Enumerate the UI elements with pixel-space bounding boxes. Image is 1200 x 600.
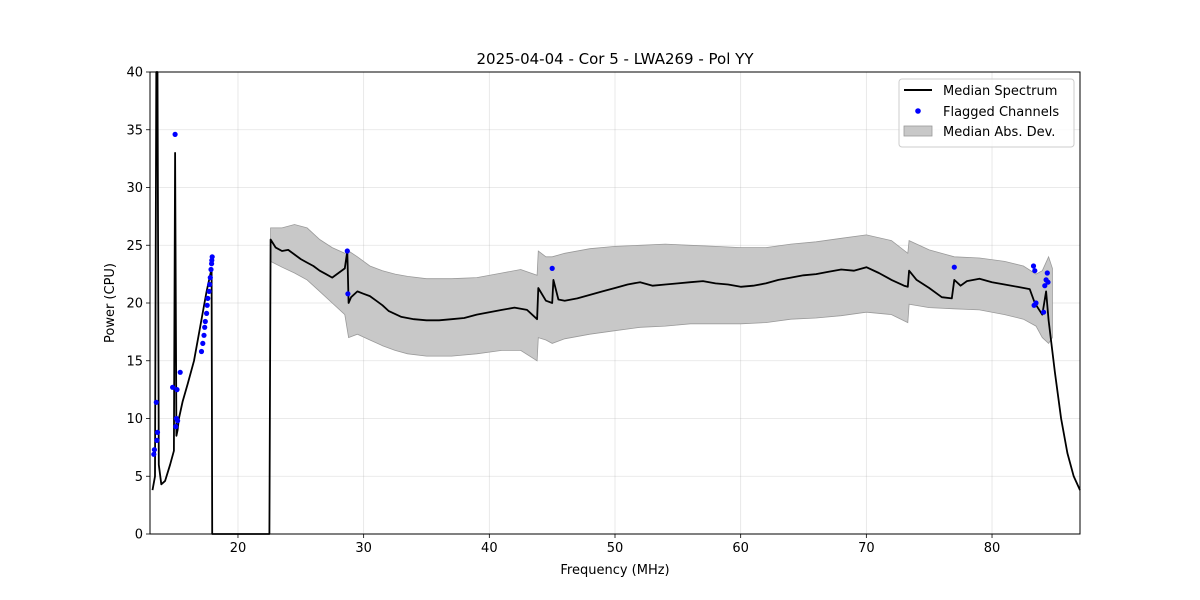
flagged-channel-point xyxy=(549,265,555,271)
flagged-channel-point xyxy=(345,291,351,297)
flagged-channel-point xyxy=(204,310,210,316)
flagged-channel-point xyxy=(154,429,161,435)
median-spectrum-layer xyxy=(151,71,1081,535)
flagged-channel-point xyxy=(951,264,957,270)
flagged-channel-point xyxy=(175,418,181,424)
legend-box xyxy=(898,78,1075,148)
flagged-channel-point xyxy=(207,275,213,281)
flagged-channel-point xyxy=(202,318,208,325)
legend-dot-swatch xyxy=(915,108,921,114)
flagged-channel-point xyxy=(207,281,213,288)
y-tick-label: 30 xyxy=(126,181,143,196)
legend-flagged-channels: Flagged Channels xyxy=(943,105,1059,120)
x-tick-label: 30 xyxy=(355,541,372,556)
flagged-channel-point xyxy=(200,340,206,346)
flagged-channel-point xyxy=(177,369,183,375)
median-spectrum-line xyxy=(151,71,1081,535)
flagged-channel-point xyxy=(202,324,208,330)
flagged-channel-point xyxy=(198,348,205,355)
flagged-channel-point xyxy=(172,131,178,137)
mad-band-layer xyxy=(270,224,1053,362)
flagged-channel-point xyxy=(201,332,207,338)
flagged-channel-point xyxy=(154,437,160,443)
flagged-channel-point xyxy=(204,302,210,308)
y-tick-label: 15 xyxy=(126,354,143,369)
y-tick-label: 35 xyxy=(126,123,143,138)
flagged-channel-point xyxy=(205,295,211,301)
flagged-channel-point xyxy=(1041,309,1047,315)
mad-band xyxy=(270,224,1053,362)
y-tick-label: 10 xyxy=(126,412,143,427)
x-tick-label: 20 xyxy=(230,541,247,556)
flagged-channel-point xyxy=(1045,279,1051,285)
y-axis-label: Power (CPU) xyxy=(103,263,118,343)
x-tick-label: 50 xyxy=(607,541,624,556)
y-tick-label: 0 xyxy=(135,528,143,543)
flagged-channel-point xyxy=(174,387,180,393)
flagged-channel-point xyxy=(1044,270,1050,276)
flagged-channel-point xyxy=(170,384,176,390)
legend-band-swatch xyxy=(903,125,933,137)
x-axis-label: Frequency (MHz) xyxy=(560,563,669,578)
flagged-channel-point xyxy=(1031,302,1037,308)
x-tick-label: 60 xyxy=(732,541,749,556)
flagged-channels-layer xyxy=(151,131,1051,457)
flagged-channel-point xyxy=(151,451,157,457)
flagged-channel-point xyxy=(1030,263,1037,269)
flagged-channel-point xyxy=(206,288,212,294)
chart-title: 2025-04-04 - Cor 5 - LWA269 - Pol YY xyxy=(477,50,755,68)
axes: 20 30 40 50 60 70 80 0 5 10 15 20 25 30 35 40 xyxy=(126,66,1000,557)
flagged-channel-point xyxy=(153,399,159,405)
flagged-channel-point xyxy=(209,254,215,260)
y-tick-label: 20 xyxy=(126,297,143,312)
flagged-channel-point xyxy=(1042,283,1048,289)
x-tick-label: 70 xyxy=(858,541,875,556)
y-tick-label: 40 xyxy=(126,66,143,81)
y-tick-label: 25 xyxy=(126,239,143,254)
flagged-channel-point xyxy=(344,248,350,254)
flagged-channel-point xyxy=(208,266,214,273)
x-tick-label: 80 xyxy=(984,541,1001,556)
y-tick-label: 5 xyxy=(135,470,143,485)
legend-median-abs-dev: Median Abs. Dev. xyxy=(943,125,1055,140)
x-tick-label: 40 xyxy=(481,541,498,556)
flagged-channel-point xyxy=(151,447,157,453)
flagged-channel-point xyxy=(173,424,179,430)
flagged-channel-point xyxy=(1032,268,1038,274)
legend-median-spectrum: Median Spectrum xyxy=(943,84,1057,99)
legend: Median Spectrum Flagged Channels Median … xyxy=(898,78,1075,148)
